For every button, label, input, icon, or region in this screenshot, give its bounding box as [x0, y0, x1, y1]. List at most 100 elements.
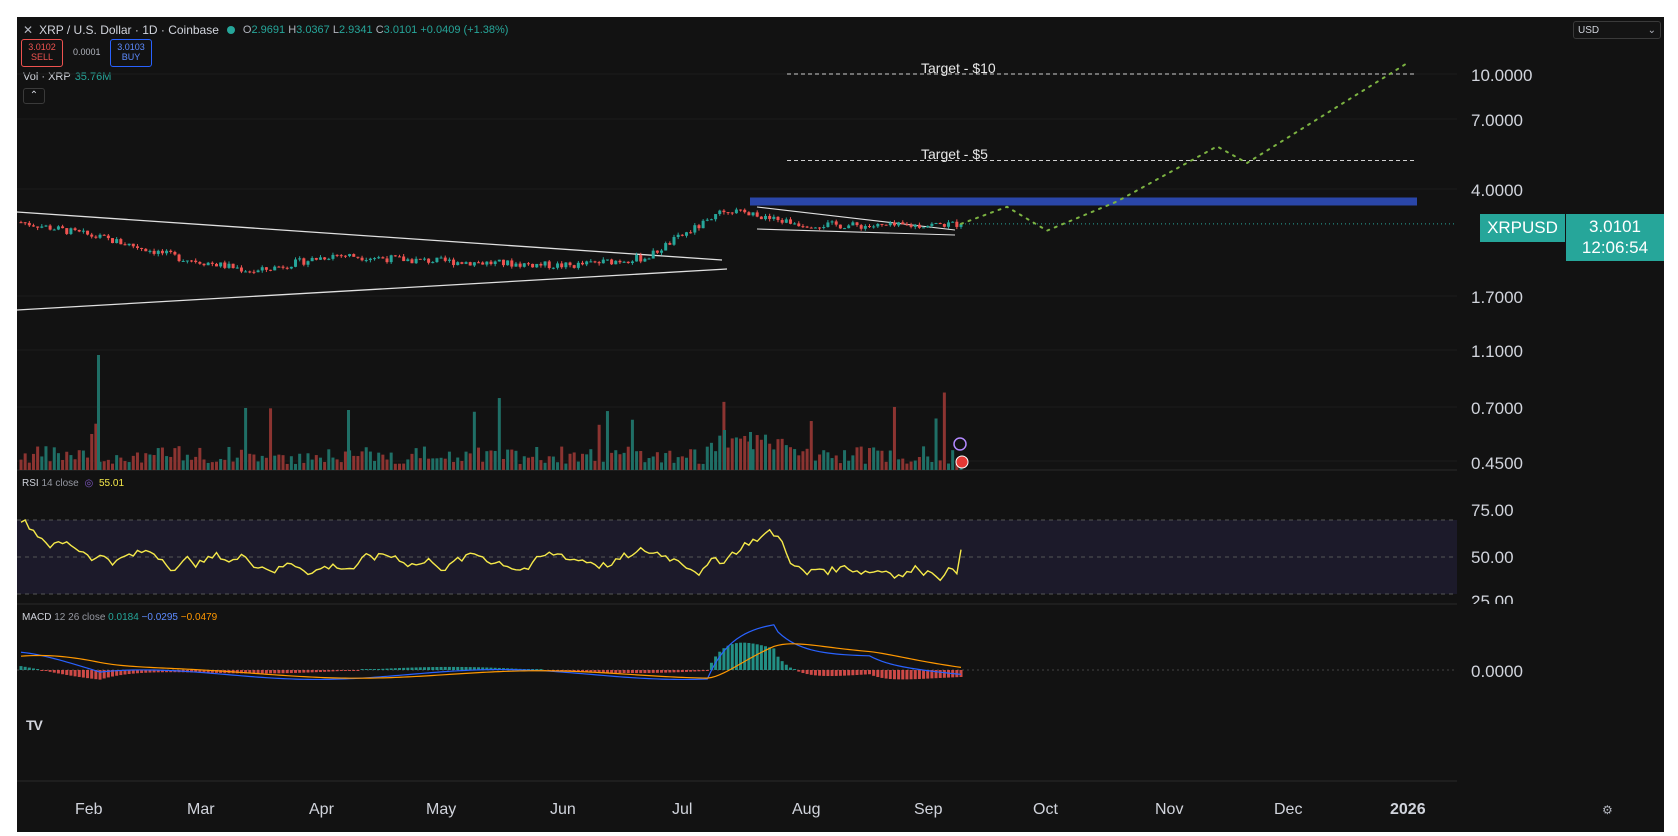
macd-histogram-bar [306, 670, 310, 673]
candle [863, 226, 867, 229]
month-label: 2026 [1390, 801, 1426, 818]
macd-histogram-bar [48, 670, 52, 672]
price-chart[interactable] [17, 17, 1664, 832]
macd-histogram-bar [348, 670, 352, 671]
volume-bar [639, 450, 643, 470]
volume-bar [751, 449, 755, 470]
volume-bar [335, 459, 339, 470]
currency-select[interactable]: USD ⌄ [1573, 21, 1661, 39]
volume-bar [44, 446, 48, 470]
volume-bars [19, 355, 963, 470]
volume-bar [801, 451, 805, 470]
macd-histogram-bar [90, 670, 94, 679]
price-tick: 1.1000 [1471, 342, 1523, 361]
candle [714, 214, 718, 220]
macd-histogram-bar [905, 670, 909, 680]
macd-histogram-bar [597, 670, 601, 673]
candle [647, 258, 651, 260]
macd-legend[interactable]: MACD 12 26 close 0.0184 −0.0295 −0.0479 [22, 612, 218, 623]
macd-histogram-bar [102, 670, 106, 679]
macd-histogram-bar [323, 670, 327, 672]
target-10-label[interactable]: Target - $10 [921, 60, 996, 76]
gear-icon[interactable]: ⚙ [1602, 803, 1613, 817]
candle [348, 254, 352, 257]
rsi-pane [17, 519, 1457, 595]
volume-bar [115, 455, 119, 470]
candle [377, 257, 381, 259]
volume-bar [872, 447, 876, 470]
sell-button[interactable]: 3.0102 SELL [21, 39, 63, 67]
volume-bar [260, 455, 264, 470]
volume-bar [614, 450, 618, 470]
rsi-value: 55.01 [99, 478, 125, 489]
volume-bar [813, 460, 817, 470]
volume-bar [381, 454, 385, 470]
price-tick: 4.0000 [1471, 181, 1523, 200]
volume-bar [273, 455, 277, 470]
symbol-legend[interactable]: ✕ XRP / U.S. Dollar · 1D · Coinbase O2.9… [23, 23, 508, 37]
candle [560, 263, 564, 268]
candle [393, 255, 397, 257]
candle [522, 263, 526, 267]
macd-histogram-bar [726, 645, 730, 670]
macd-histogram-bar [838, 670, 842, 676]
volume-bar [863, 463, 867, 470]
target-5-label[interactable]: Target - $5 [921, 146, 988, 162]
volume-bar [427, 458, 431, 470]
volume-bar [477, 447, 481, 470]
volume-bar [148, 454, 152, 470]
macd-histogram-bar [81, 670, 85, 678]
volume-bar [951, 450, 955, 470]
volume-bar [743, 435, 747, 470]
macd-histogram-bar [452, 666, 456, 670]
volume-bar [755, 435, 759, 470]
candle [447, 259, 451, 261]
volume-bar [414, 448, 418, 470]
volume-bar [651, 456, 655, 470]
macd-histogram-bar [892, 670, 896, 680]
buy-button[interactable]: 3.0103 BUY [110, 39, 152, 67]
candle [156, 250, 160, 254]
volume-bar [647, 458, 651, 470]
macd-histogram-bar [801, 670, 805, 674]
volume-bar [343, 451, 347, 470]
volume-bar [285, 463, 289, 470]
tradingview-logo[interactable]: TV [26, 717, 43, 733]
price-tick: 1.7000 [1471, 288, 1523, 307]
candle [185, 260, 189, 262]
volume-bar [393, 463, 397, 470]
macd-histogram-bar [327, 670, 331, 672]
volume-bar [797, 455, 801, 470]
volume-bar [431, 458, 435, 470]
candle [938, 223, 942, 225]
macd-histogram-bar [909, 670, 913, 680]
candle [751, 212, 755, 216]
macd-histogram-bar [818, 670, 822, 676]
collapse-legend-button[interactable]: ⌃ [23, 88, 45, 104]
macd-histogram-bar [834, 670, 838, 676]
volume-bar [913, 460, 917, 470]
macd-histogram-bar [260, 670, 264, 674]
candle [285, 267, 289, 269]
volume-bar [443, 458, 447, 470]
macd-histogram-bar [198, 670, 202, 673]
candle [543, 261, 547, 266]
macd-histogram-bar [31, 668, 35, 670]
volume-bar [318, 457, 322, 470]
symbol-title[interactable]: XRP / U.S. Dollar · 1D · Coinbase [39, 23, 219, 37]
macd-histogram-bar [797, 670, 801, 672]
macd-histogram-bar [888, 670, 892, 679]
volume-bar [543, 462, 547, 470]
macd-histogram-bar [485, 667, 489, 670]
candle [876, 223, 880, 227]
close-icon[interactable]: ✕ [23, 23, 34, 37]
volume-bar [310, 459, 314, 470]
macd-histogram-bar [493, 667, 497, 670]
rsi-legend[interactable]: RSI 14 close ◎ 55.01 [22, 478, 125, 489]
candle [909, 224, 913, 227]
volume-bar [489, 450, 493, 470]
indicator-settings-icon[interactable]: ◎ [84, 478, 94, 489]
candle [926, 225, 930, 228]
macd-histogram-bar [655, 670, 659, 673]
candle [626, 261, 630, 264]
